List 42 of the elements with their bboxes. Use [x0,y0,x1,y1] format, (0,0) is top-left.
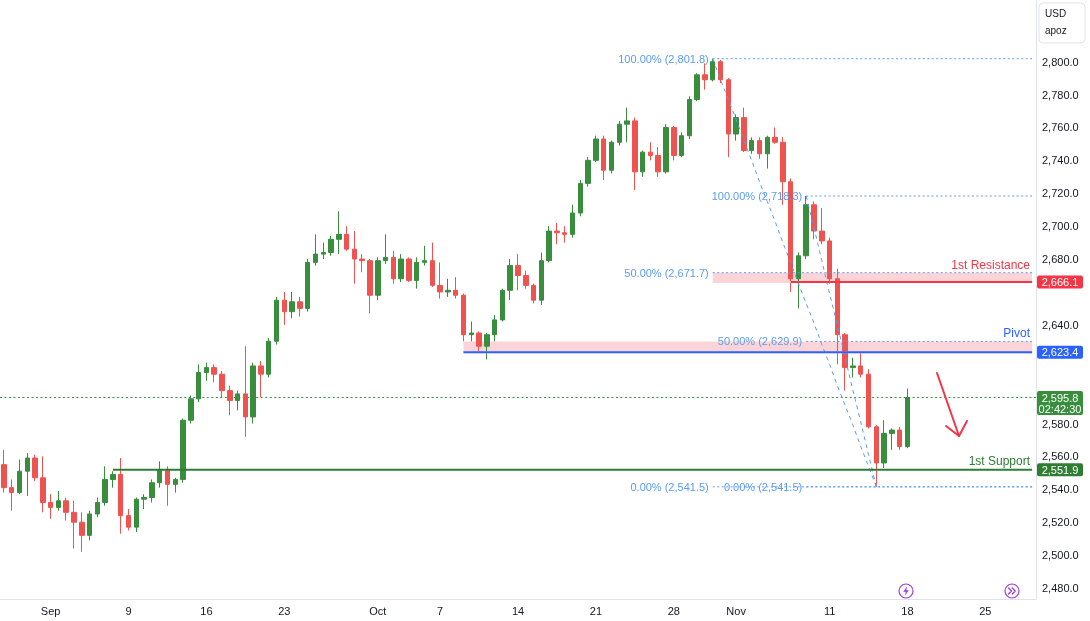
series-label: 100.00% (2,801.8) [618,52,709,65]
y-tick-label: 2,780.0 [1042,88,1079,101]
series-label: 1st Support [968,453,1031,468]
y-tick-label: 2,760.0 [1042,121,1079,134]
y-tick-label: 2,800.0 [1042,55,1079,68]
text: USD [1045,7,1067,19]
y-tick-label: 2,480.0 [1042,581,1079,594]
text: apoz [1045,24,1067,36]
y-tick-label: 2,500.0 [1042,549,1079,562]
data-label: 2,666.1 [1041,275,1079,288]
series-label: 0.00% (2,541.5) [630,480,709,493]
data-label: 2,623.4 [1041,346,1079,359]
data-label: 2,551.9 [1041,463,1079,476]
x-tick-label: 23 [278,604,291,617]
x-tick-label: 7 [437,604,444,617]
x-tick-label: Oct [369,604,387,617]
y-tick-label: 2,720.0 [1042,187,1079,200]
ref-line-label: 2,595.8 [1041,391,1079,404]
x-tick-label: Sep [40,604,61,617]
y-tick-label: 2,540.0 [1042,483,1079,496]
x-tick-label: 11 [823,604,836,617]
x-tick-label: 25 [979,604,992,617]
text: 02:42:30 [1038,402,1082,415]
x-tick-label: 9 [125,604,132,617]
series-label: Pivot [1003,326,1031,341]
series-label: 1st Resistance [951,257,1031,272]
series-label: 50.00% (2,671.7) [624,266,709,279]
y-tick-label: 2,680.0 [1042,253,1079,266]
x-tick-label: 18 [901,604,914,617]
y-tick-label: 2,580.0 [1042,417,1079,430]
x-tick-label: 14 [511,604,525,617]
y-tick-label: 2,520.0 [1042,516,1079,529]
x-tick-label: 21 [589,604,603,617]
x-tick-label: 16 [200,604,213,617]
y-tick-label: 2,560.0 [1042,450,1079,463]
x-tick-label: 28 [667,604,680,617]
x-tick-label: Nov [726,604,747,617]
series-label: 50.00% (2,629.9) [717,335,803,348]
series-label: 0.00% (2,541.5) [723,480,803,493]
y-tick-label: 2,740.0 [1042,154,1079,167]
y-tick-label: 2,700.0 [1042,220,1079,233]
y-tick-label: 2,640.0 [1042,318,1079,331]
